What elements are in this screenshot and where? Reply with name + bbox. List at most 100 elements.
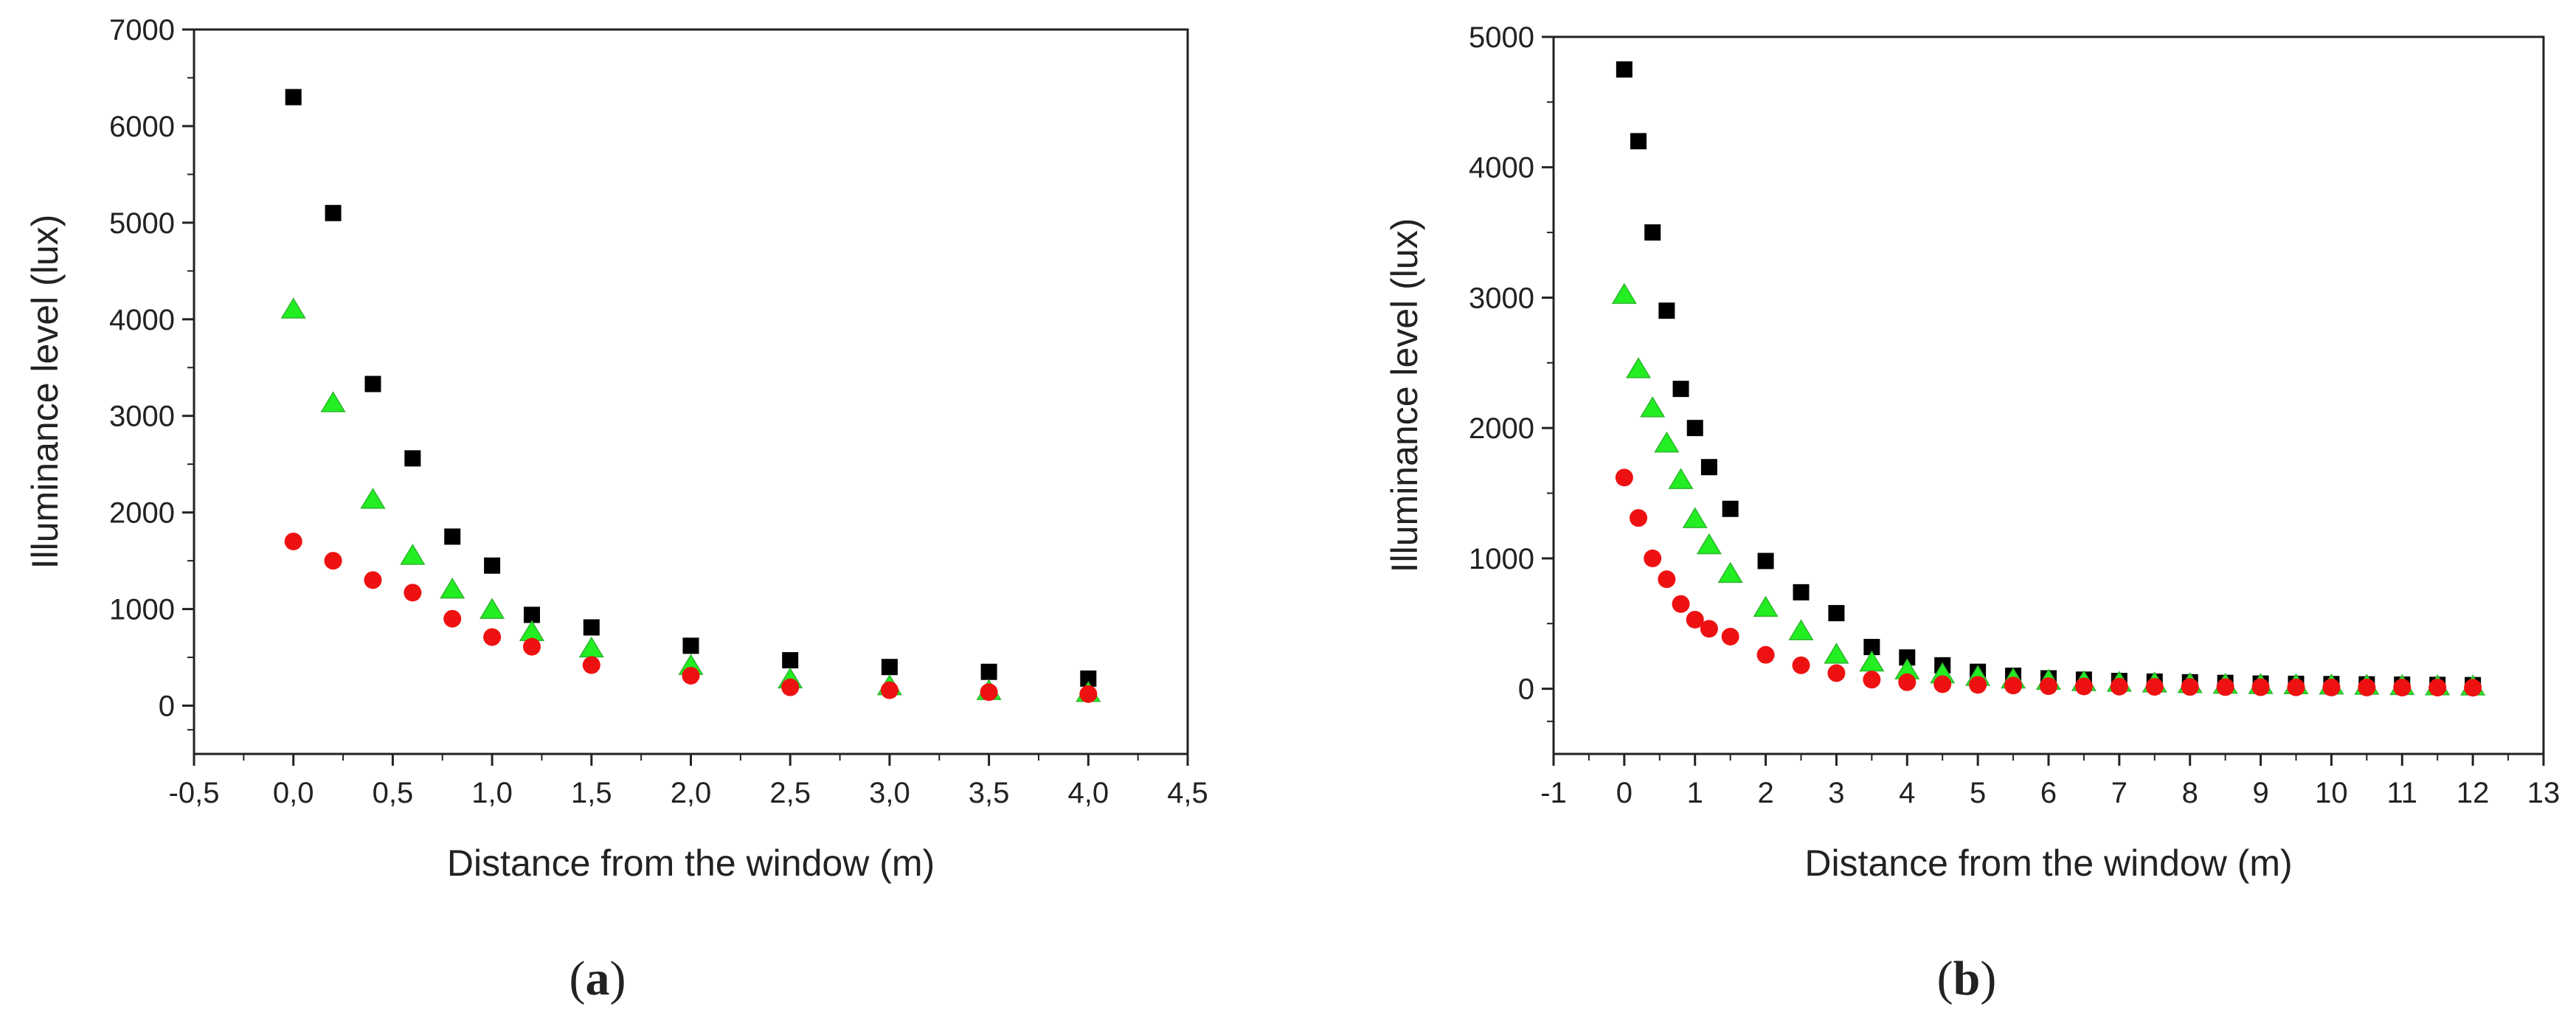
x-tick-label-b-13: 12 [2456,777,2490,809]
data-point-a-square-5 [484,557,501,574]
data-point-a-circle-12 [1079,685,1098,703]
x-tick-label-a-4: 1,5 [571,777,612,809]
data-point-b-circle-8 [1756,646,1775,664]
caption-close-paren-a: ) [610,952,626,1006]
data-point-a-circle-6 [522,637,541,656]
data-point-a-triangle-0 [280,297,306,319]
x-tick-label-b-4: 3 [1828,777,1844,809]
data-point-b-square-9 [1793,584,1810,601]
x-tick-label-b-2: 1 [1687,777,1703,809]
data-point-b-circle-5 [1686,610,1704,629]
panel-caption-a: (a) [569,952,626,1006]
data-point-a-circle-2 [364,571,382,589]
x-tick-label-a-3: 1,0 [471,777,513,809]
data-point-a-square-6 [523,606,540,623]
tick-labels-b: -1 0 1 2 3 4 5 6 7 8 9 10 11 12 1301000200030004000500… [1469,21,2560,809]
caption-letter-a: a [586,952,610,1006]
y-tick-label-b-1: 1000 [1469,543,1534,575]
x-tick-label-b-14: 13 [2527,777,2561,809]
data-point-b-circle-6 [1700,620,1718,638]
data-point-a-triangle-2 [360,488,386,509]
caption-letter-b: b [1953,952,1981,1006]
data-point-a-circle-5 [483,628,502,646]
data-point-b-circle-24 [2322,678,2341,696]
data-point-b-square-12 [1899,649,1916,666]
tick-labels-a: -0,5 0,0 0,5 1,0 1,5 2,0 2,5 3,0 3,5 4,0 4,5 0 1000 2… [109,14,1208,809]
x-tick-label-a-8: 3,5 [969,777,1010,809]
data-point-a-circle-1 [324,552,342,570]
y-tick-label-a-1: 1000 [109,594,175,626]
data-point-b-square-8 [1757,553,1774,570]
data-point-b-circle-3 [1658,570,1676,589]
x-tick-label-a-10: 4,5 [1167,777,1208,809]
data-point-a-square-11 [980,663,997,680]
data-point-b-circle-1 [1630,509,1648,527]
data-point-b-triangle-7 [1717,561,1743,584]
data-point-b-square-3 [1658,302,1675,319]
data-point-b-square-2 [1644,224,1661,241]
data-point-a-square-0 [285,89,302,105]
data-point-b-triangle-4 [1668,468,1694,489]
data-point-b-triangle-9 [1788,619,1814,640]
data-point-b-circle-28 [2464,679,2482,697]
data-point-b-circle-27 [2428,679,2447,697]
data-point-b-square-4 [1672,381,1689,398]
x-tick-label-a-6: 2,5 [769,777,811,809]
data-point-a-circle-4 [443,609,462,628]
y-tick-label-a-4: 4000 [109,304,175,336]
x-axis-label-a: Distance from the window (m) [447,842,935,884]
caption-open-paren-a: ( [569,952,586,1006]
x-tick-label-a-0: -0,5 [169,777,220,809]
caption-close-paren-b: ) [1980,952,1996,1006]
data-point-b-circle-0 [1615,468,1633,487]
data-point-b-circle-16 [2040,677,2057,696]
data-point-b-circle-12 [1898,673,1917,691]
data-point-a-square-4 [444,528,461,545]
caption-open-paren-b: ( [1937,952,1953,1006]
y-axis-label-b: Illuminance level (lux) [1384,218,1425,573]
x-tick-label-b-6: 5 [1970,777,1986,809]
y-tick-label-a-0: 0 [159,691,175,723]
y-tick-label-a-7: 7000 [109,14,175,46]
y-tick-label-a-2: 2000 [109,497,175,530]
y-tick-label-a-6: 6000 [109,111,175,143]
data-point-b-triangle-3 [1654,431,1680,453]
data-point-b-circle-18 [2110,677,2128,696]
data-point-a-square-9 [782,651,799,668]
data-point-a-square-1 [325,204,342,221]
data-point-b-circle-21 [2216,678,2234,696]
data-point-b-circle-17 [2074,677,2093,696]
data-point-b-triangle-0 [1611,283,1637,304]
data-point-a-square-12 [1080,670,1097,687]
data-point-b-circle-7 [1721,627,1739,646]
data-point-b-triangle-6 [1696,533,1722,555]
chart-panel-b: -1 0 1 2 3 4 5 6 7 8 9 10 11 12 1301000200030004000500… [1384,21,2560,884]
data-point-a-circle-3 [404,584,422,602]
y-tick-label-a-3: 3000 [109,401,175,433]
y-tick-label-b-5: 5000 [1469,21,1534,54]
data-point-b-square-0 [1616,61,1632,78]
x-tick-label-b-3: 2 [1757,777,1773,809]
data-point-a-triangle-4 [440,577,465,599]
data-point-b-circle-22 [2251,678,2270,696]
panel-caption-b: (b) [1937,952,1997,1006]
y-tick-label-b-4: 4000 [1469,152,1534,184]
data-point-a-triangle-1 [320,391,346,412]
data-point-a-circle-11 [980,683,998,702]
axis-ticks-b [1542,35,2545,766]
data-point-a-circle-8 [682,666,700,685]
x-tick-label-a-9: 4,0 [1067,777,1109,809]
data-point-b-triangle-5 [1682,507,1708,528]
x-tick-label-a-1: 0,0 [273,777,314,809]
data-point-a-circle-9 [781,678,800,696]
y-tick-label-b-0: 0 [1518,674,1534,706]
x-tick-label-b-10: 9 [2252,777,2268,809]
axis-ticks-a [182,28,1189,766]
data-point-b-square-11 [1863,639,1880,656]
data-point-a-square-10 [881,659,898,676]
data-point-b-circle-11 [1863,671,1881,689]
y-tick-label-b-3: 3000 [1469,282,1534,314]
x-tick-label-b-1: 0 [1616,777,1632,809]
x-axis-label-b: Distance from the window (m) [1804,842,2292,884]
data-point-a-triangle-3 [400,544,426,565]
